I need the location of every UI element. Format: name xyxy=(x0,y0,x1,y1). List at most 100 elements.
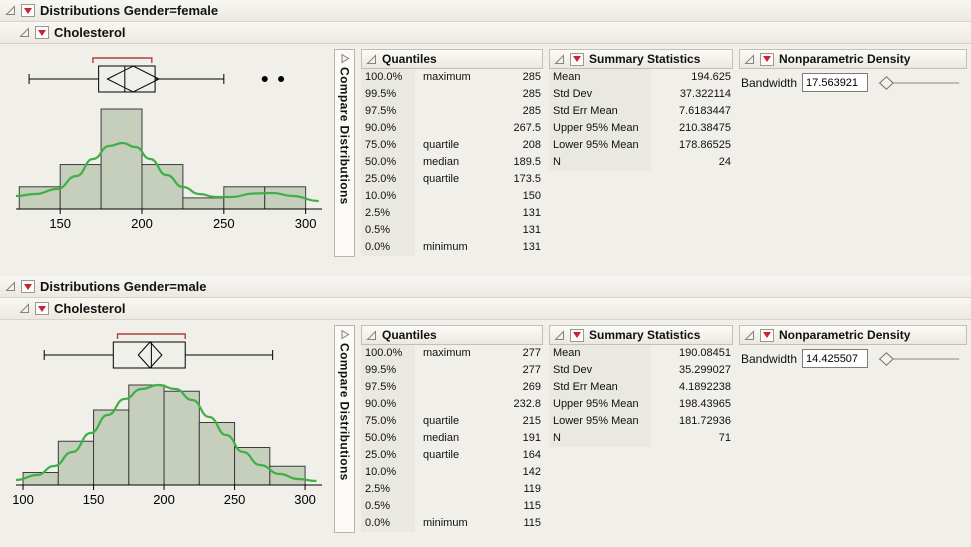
outline-header-distributions-female[interactable]: Distributions Gender=female xyxy=(0,0,971,22)
red-triangle-menu-icon[interactable] xyxy=(35,26,49,39)
statistic-label: Std Dev xyxy=(549,86,651,103)
quantiles-row: 0.0% minimum 115 xyxy=(361,515,543,532)
quantile-label xyxy=(415,222,473,239)
quantile-pct: 10.0% xyxy=(361,188,415,205)
red-triangle-menu-icon[interactable] xyxy=(760,52,774,66)
red-triangle-menu-icon[interactable] xyxy=(760,328,774,342)
disclosure-expanded-icon[interactable] xyxy=(554,53,565,65)
quantile-label xyxy=(415,86,473,103)
disclosure-expanded-icon[interactable] xyxy=(19,27,30,38)
summary-statistics-header[interactable]: Summary Statistics xyxy=(549,325,733,345)
bandwidth-slider[interactable] xyxy=(873,74,965,92)
statistic-label: Std Err Mean xyxy=(549,103,651,120)
summary-statistics-header[interactable]: Summary Statistics xyxy=(549,49,733,69)
quantile-label xyxy=(415,396,473,413)
quantiles-row: 97.5% 285 xyxy=(361,103,543,120)
quantiles-section: Quantiles 100.0% maximum 285 99.5% 285 97.5% 2… xyxy=(361,49,543,276)
quantile-value: 115 xyxy=(523,517,541,529)
red-triangle-menu-icon[interactable] xyxy=(21,4,35,17)
red-triangle-menu-icon[interactable] xyxy=(35,302,49,315)
quantiles-table: 100.0% maximum 285 99.5% 285 97.5% 285 90.0% 267… xyxy=(361,69,543,256)
quantiles-row: 25.0% quartile 173.5 xyxy=(361,171,543,188)
disclosure-expanded-icon[interactable] xyxy=(744,329,755,341)
disclosure-expanded-icon[interactable] xyxy=(5,281,16,292)
quantiles-header[interactable]: Quantiles xyxy=(361,49,543,69)
disclosure-collapsed-icon[interactable] xyxy=(340,53,350,64)
compare-distributions-strip[interactable]: Compare Distributions xyxy=(334,325,355,533)
quantile-label xyxy=(415,362,473,379)
histogram-svg: 150 200 250 300 xyxy=(15,57,322,231)
quantiles-row: 10.0% 142 xyxy=(361,464,543,481)
nonparametric-density-section: Nonparametric Density Bandwidth xyxy=(739,325,967,547)
disclosure-expanded-icon[interactable] xyxy=(5,5,16,16)
quantile-value: 285 xyxy=(522,88,541,100)
svg-text:300: 300 xyxy=(295,216,317,231)
quantiles-title: Quantiles xyxy=(382,328,437,342)
disclosure-expanded-icon[interactable] xyxy=(366,53,377,65)
statistic-value: 24 xyxy=(718,156,731,168)
disclosure-expanded-icon[interactable] xyxy=(19,303,30,314)
variable-title: Cholesterol xyxy=(54,301,126,316)
bandwidth-input[interactable] xyxy=(802,73,869,92)
quantile-value: 142 xyxy=(522,466,541,478)
quantile-pct: 100.0% xyxy=(361,69,415,86)
statistic-label: Mean xyxy=(549,69,651,86)
summary-row: N 71 xyxy=(549,430,733,447)
quantile-value: 131 xyxy=(522,241,541,253)
disclosure-expanded-icon[interactable] xyxy=(744,53,755,65)
quantile-pct: 10.0% xyxy=(361,464,415,481)
statistic-value: 210.38475 xyxy=(679,122,731,134)
red-triangle-menu-icon[interactable] xyxy=(21,280,35,293)
bandwidth-row: Bandwidth xyxy=(739,345,967,372)
quantile-pct: 97.5% xyxy=(361,103,415,120)
quantiles-section: Quantiles 100.0% maximum 277 99.5% 277 97.5% 2… xyxy=(361,325,543,547)
quantile-pct: 0.5% xyxy=(361,498,415,515)
red-triangle-menu-icon[interactable] xyxy=(570,328,584,342)
histogram-svg: 100 150 200 250 300 xyxy=(12,333,322,507)
compare-distributions-strip[interactable]: Compare Distributions xyxy=(334,49,355,257)
bandwidth-input[interactable] xyxy=(802,349,869,368)
summary-row: Mean 194.625 xyxy=(549,69,733,86)
statistic-label: Upper 95% Mean xyxy=(549,396,651,413)
statistic-label: N xyxy=(549,154,651,171)
quantile-label xyxy=(415,120,473,137)
outline-header-distributions-male[interactable]: Distributions Gender=male xyxy=(0,276,971,298)
statistic-label: Lower 95% Mean xyxy=(549,137,651,154)
quantile-value: 232.8 xyxy=(513,398,541,410)
quantile-label xyxy=(415,103,473,120)
variable-title: Cholesterol xyxy=(54,25,126,40)
histogram-boxplot-graph[interactable]: 100 150 200 250 300 xyxy=(10,325,328,547)
quantile-label: median xyxy=(423,156,460,168)
quantiles-row: 75.0% quartile 215 xyxy=(361,413,543,430)
disclosure-expanded-icon[interactable] xyxy=(366,329,377,341)
bandwidth-slider[interactable] xyxy=(873,350,965,368)
statistic-value: 178.86525 xyxy=(679,139,731,151)
quantiles-title: Quantiles xyxy=(382,52,437,66)
quantile-pct: 97.5% xyxy=(361,379,415,396)
quantile-pct: 25.0% xyxy=(361,447,415,464)
panel-distributions-female: Distributions Gender=female Cholesterol … xyxy=(0,0,971,276)
quantile-label: maximum xyxy=(423,71,471,83)
red-triangle-menu-icon[interactable] xyxy=(570,52,584,66)
disclosure-expanded-icon[interactable] xyxy=(554,329,565,341)
svg-text:250: 250 xyxy=(213,216,235,231)
panel-title: Distributions Gender=female xyxy=(40,3,219,18)
outline-header-cholesterol-male[interactable]: Cholesterol xyxy=(0,298,971,320)
disclosure-collapsed-icon[interactable] xyxy=(340,329,350,340)
quantiles-row: 10.0% 150 xyxy=(361,188,543,205)
statistic-value: 71 xyxy=(718,432,731,444)
summary-statistics-table: Mean 194.625 Std Dev 37.322114 Std Err Mean 7… xyxy=(549,69,733,171)
nonparametric-density-title: Nonparametric Density xyxy=(779,52,911,66)
quantile-value: 131 xyxy=(522,224,541,236)
quantile-label: quartile xyxy=(423,173,460,185)
statistic-label: Lower 95% Mean xyxy=(549,413,651,430)
histogram-boxplot-graph[interactable]: 150 200 250 300 xyxy=(10,49,328,276)
svg-text:200: 200 xyxy=(153,492,175,507)
outline-header-cholesterol-female[interactable]: Cholesterol xyxy=(0,22,971,44)
nonparametric-density-header[interactable]: Nonparametric Density xyxy=(739,49,967,69)
quantiles-header[interactable]: Quantiles xyxy=(361,325,543,345)
quantile-label xyxy=(415,188,473,205)
svg-text:150: 150 xyxy=(83,492,105,507)
summary-row: Mean 190.08451 xyxy=(549,345,733,362)
nonparametric-density-header[interactable]: Nonparametric Density xyxy=(739,325,967,345)
